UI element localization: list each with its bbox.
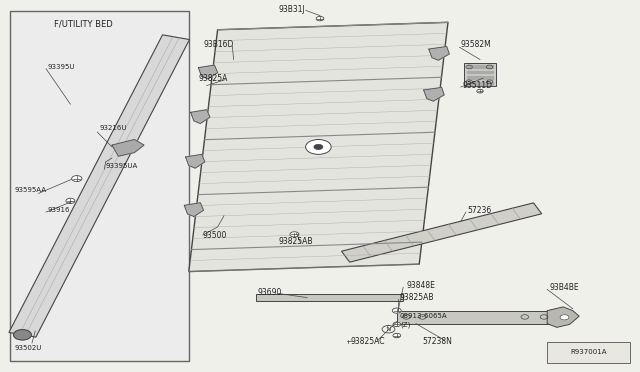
Polygon shape	[547, 307, 579, 327]
Circle shape	[392, 308, 401, 313]
Text: (Z): (Z)	[401, 321, 411, 328]
Bar	[547, 342, 630, 363]
Circle shape	[314, 144, 323, 150]
Polygon shape	[467, 82, 493, 84]
Text: 93848E: 93848E	[406, 281, 435, 290]
Text: 93825AB: 93825AB	[399, 293, 434, 302]
Text: 93825AC: 93825AC	[351, 337, 385, 346]
Bar	[256, 294, 403, 301]
Text: 57236: 57236	[467, 206, 492, 215]
Text: 93825A: 93825A	[198, 74, 228, 83]
Bar	[10, 11, 189, 361]
Polygon shape	[424, 87, 444, 101]
Circle shape	[393, 333, 401, 338]
Polygon shape	[467, 71, 493, 74]
Polygon shape	[9, 35, 189, 337]
Circle shape	[306, 140, 332, 154]
Circle shape	[477, 89, 483, 93]
Text: 93395U: 93395U	[48, 64, 76, 70]
Bar	[464, 63, 496, 86]
Circle shape	[290, 232, 299, 237]
Polygon shape	[191, 110, 210, 124]
Text: 93582M: 93582M	[461, 40, 492, 49]
Polygon shape	[198, 65, 218, 79]
Polygon shape	[342, 203, 541, 262]
Text: 93B16D: 93B16D	[204, 40, 234, 49]
Text: 57238N: 57238N	[422, 337, 452, 346]
Circle shape	[316, 16, 324, 21]
Text: 93395UA: 93395UA	[106, 163, 138, 169]
Polygon shape	[186, 154, 205, 168]
Text: 93690: 93690	[258, 288, 282, 296]
Polygon shape	[467, 65, 493, 68]
Bar	[200, 195, 276, 251]
Circle shape	[393, 322, 401, 327]
Text: 93825AB: 93825AB	[278, 237, 313, 246]
Polygon shape	[429, 46, 449, 60]
Text: 93916: 93916	[48, 207, 70, 213]
Circle shape	[560, 315, 569, 320]
Text: 93B4BE: 93B4BE	[549, 283, 579, 292]
Text: 93216U: 93216U	[99, 125, 127, 131]
Polygon shape	[189, 22, 448, 272]
Circle shape	[66, 198, 75, 203]
Polygon shape	[467, 77, 493, 79]
Text: 93502U: 93502U	[14, 345, 42, 351]
Polygon shape	[112, 140, 144, 156]
Bar	[397, 311, 557, 324]
Text: N: N	[387, 327, 390, 332]
Text: 93595AA: 93595AA	[14, 187, 46, 193]
Text: F/UTILITY BED: F/UTILITY BED	[54, 20, 113, 29]
Text: R937001A: R937001A	[570, 349, 607, 356]
Text: 08913-6065A: 08913-6065A	[399, 313, 447, 319]
Polygon shape	[184, 203, 204, 217]
Text: 93500: 93500	[203, 231, 227, 240]
Text: 93511D: 93511D	[462, 81, 492, 90]
Circle shape	[13, 330, 31, 340]
Circle shape	[72, 176, 82, 182]
Text: 93B31J: 93B31J	[278, 5, 305, 14]
